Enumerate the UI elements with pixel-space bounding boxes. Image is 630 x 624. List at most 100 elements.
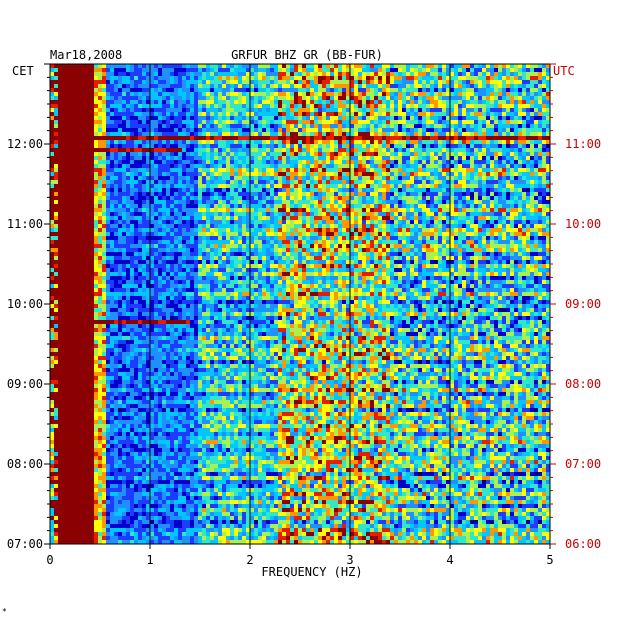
heatmap-cell (214, 72, 219, 77)
heatmap-cell (542, 176, 547, 181)
heatmap-cell (350, 140, 355, 145)
heatmap-cell (446, 136, 451, 141)
heatmap-cell (522, 168, 527, 173)
heatmap-cell (450, 192, 455, 197)
heatmap-cell (226, 76, 231, 81)
heatmap-cell (350, 172, 355, 177)
heatmap-cell (126, 156, 131, 161)
heatmap-cell (134, 132, 139, 137)
heatmap-cell (118, 148, 123, 153)
heatmap-cell (210, 108, 215, 113)
heatmap-cell (474, 96, 479, 101)
heatmap-cell (246, 120, 251, 125)
heatmap-cell (194, 200, 199, 205)
heatmap-cell (450, 208, 455, 213)
heatmap-cell (518, 136, 523, 141)
heatmap-cell (418, 160, 423, 165)
heatmap-cell (526, 196, 531, 201)
heatmap-cell (506, 68, 511, 73)
heatmap-cell (398, 112, 403, 117)
heatmap-cell (430, 164, 435, 169)
heatmap-cell (350, 220, 355, 225)
heatmap-cell (274, 116, 279, 121)
heatmap-cell (530, 140, 535, 145)
heatmap-cell (234, 152, 239, 157)
heatmap-cell (146, 128, 151, 133)
heatmap-cell (150, 184, 155, 189)
heatmap-cell (506, 136, 511, 141)
heatmap-cell (294, 88, 299, 93)
heatmap-cell (282, 132, 287, 137)
heatmap-cell (238, 112, 243, 117)
heatmap-cell (262, 172, 267, 177)
heatmap-cell (418, 108, 423, 113)
heatmap-cell (266, 160, 271, 165)
heatmap-cell (438, 180, 443, 185)
heatmap-cell (178, 168, 183, 173)
heatmap-cell (410, 148, 415, 153)
heatmap-cell (142, 80, 147, 85)
heatmap-cell (506, 212, 511, 217)
heatmap-cell (546, 72, 551, 77)
heatmap-cell (278, 116, 283, 121)
heatmap-cell (442, 104, 447, 109)
heatmap-cell (130, 176, 135, 181)
heatmap-cell (142, 100, 147, 105)
heatmap-cell (434, 100, 439, 105)
heatmap-cell (70, 188, 75, 193)
heatmap-cell (210, 148, 215, 153)
heatmap-cell (338, 116, 343, 121)
heatmap-cell (378, 136, 383, 141)
heatmap-cell (366, 108, 371, 113)
heatmap-cell (454, 76, 459, 81)
heatmap-cell (490, 92, 495, 97)
heatmap-cell (242, 68, 247, 73)
heatmap-cell (218, 100, 223, 105)
heatmap-cell (242, 104, 247, 109)
heatmap-cell (386, 116, 391, 121)
heatmap-cell (162, 172, 167, 177)
heatmap-cell (202, 160, 207, 165)
heatmap-cell (202, 112, 207, 117)
heatmap-cell (534, 144, 539, 149)
heatmap-cell (506, 208, 511, 213)
heatmap-cell (266, 176, 271, 181)
heatmap-cell (330, 136, 335, 141)
heatmap-cell (418, 144, 423, 149)
heatmap-cell (366, 124, 371, 129)
heatmap-cell (306, 88, 311, 93)
heatmap-cell (126, 108, 131, 113)
heatmap-cell (138, 104, 143, 109)
heatmap-cell (366, 212, 371, 217)
heatmap-cell (282, 216, 287, 221)
heatmap-cell (86, 168, 91, 173)
heatmap-cell (370, 172, 375, 177)
heatmap-cell (374, 80, 379, 85)
heatmap-cell (322, 136, 327, 141)
heatmap-cell (50, 152, 55, 157)
heatmap-cell (166, 196, 171, 201)
heatmap-cell (310, 96, 315, 101)
heatmap-cell (150, 152, 155, 157)
heatmap-cell (382, 156, 387, 161)
heatmap-cell (142, 176, 147, 181)
heatmap-cell (58, 184, 63, 189)
heatmap-cell (534, 76, 539, 81)
heatmap-cell (54, 76, 59, 81)
heatmap-cell (342, 96, 347, 101)
heatmap-cell (278, 136, 283, 141)
heatmap-cell (178, 128, 183, 133)
heatmap-cell (234, 156, 239, 161)
heatmap-cell (482, 204, 487, 209)
heatmap-cell (546, 176, 551, 181)
heatmap-cell (122, 184, 127, 189)
heatmap-cell (102, 208, 107, 213)
heatmap-cell (82, 72, 87, 77)
heatmap-cell (98, 112, 103, 117)
heatmap-cell (530, 168, 535, 173)
heatmap-cell (130, 108, 135, 113)
heatmap-cell (238, 120, 243, 125)
heatmap-cell (222, 172, 227, 177)
heatmap-cell (494, 132, 499, 137)
heatmap-cell (534, 204, 539, 209)
